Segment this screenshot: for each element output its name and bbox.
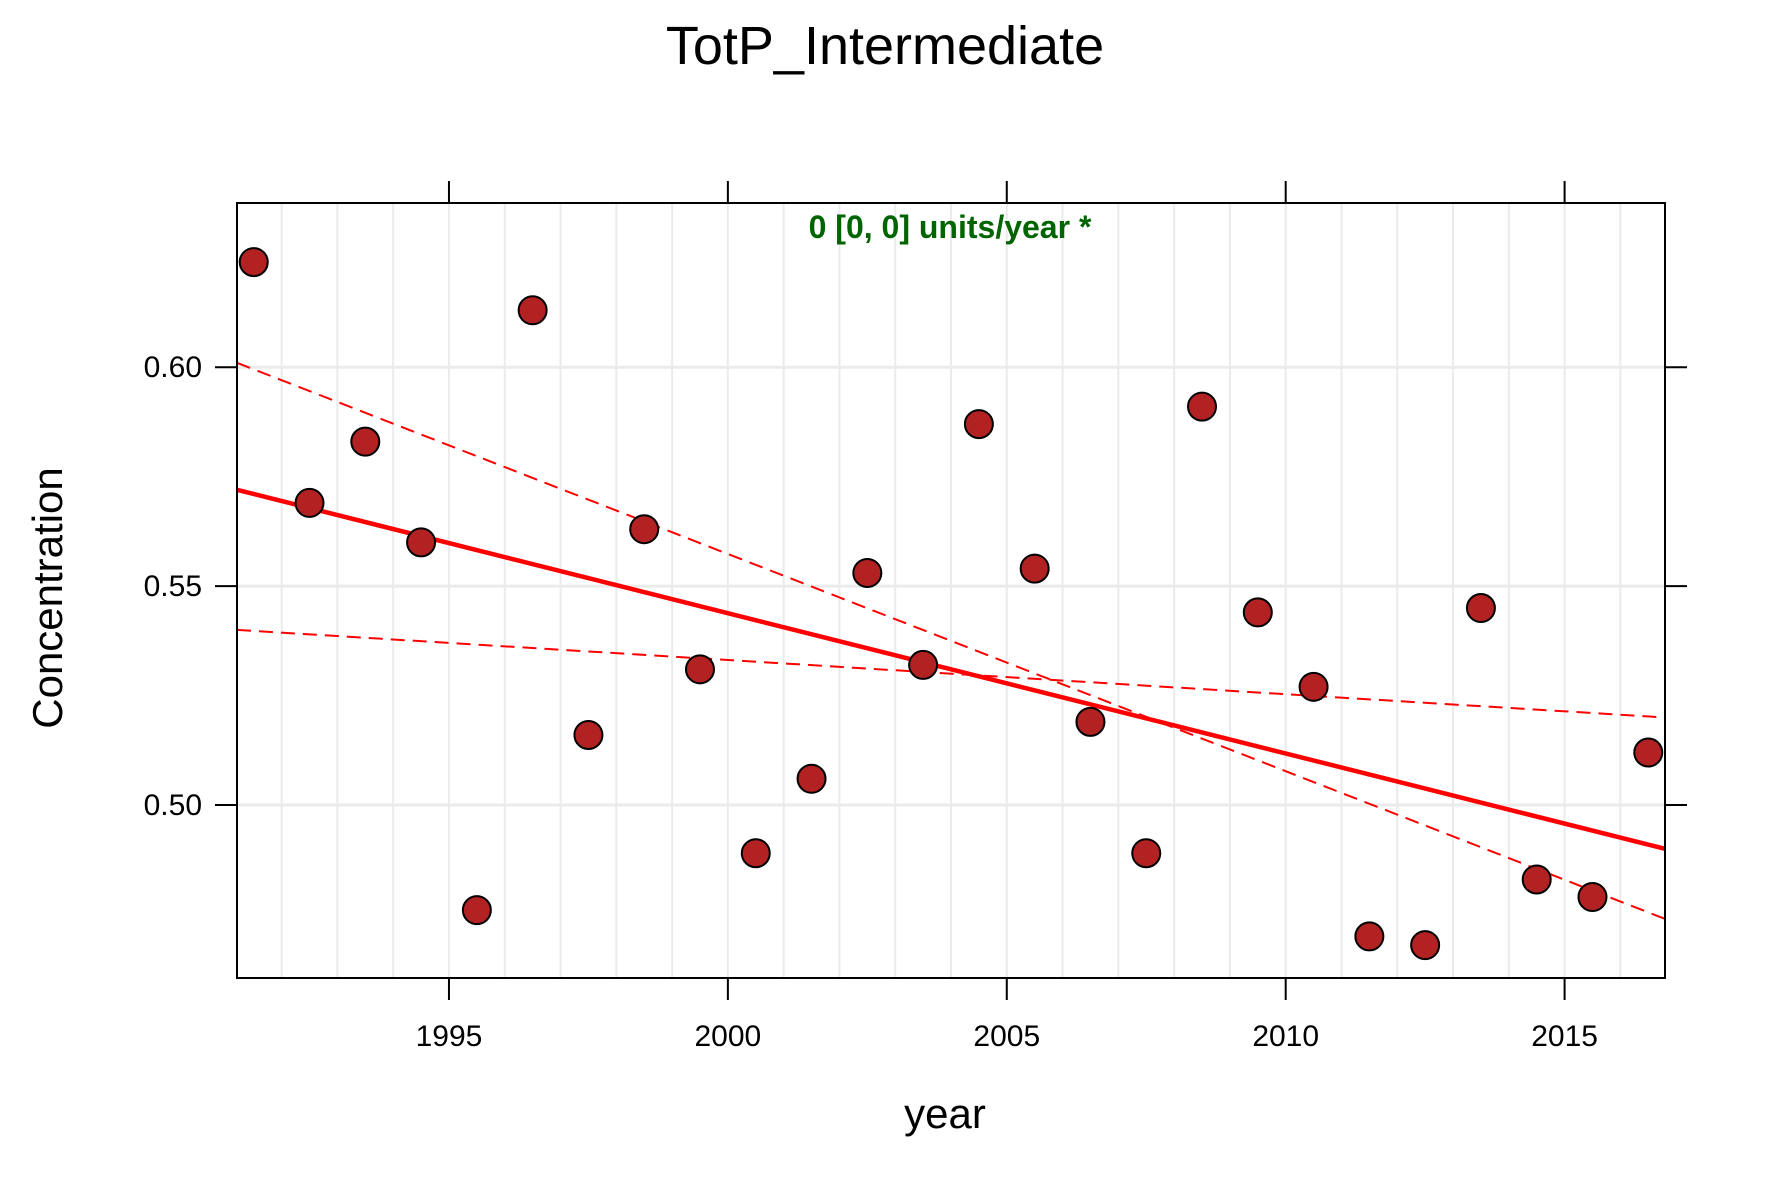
x-tick-label: 2000 bbox=[695, 1020, 762, 1053]
plot-frame bbox=[236, 202, 1666, 979]
data-points bbox=[238, 247, 1664, 961]
trend-line bbox=[236, 487, 1666, 852]
x-axis-title: year bbox=[904, 1090, 986, 1137]
data-point bbox=[406, 527, 437, 558]
data-point bbox=[1521, 864, 1552, 895]
y-tick-label: 0.60 bbox=[144, 351, 202, 384]
y-tick-label: 0.50 bbox=[144, 789, 202, 822]
grid bbox=[237, 203, 1665, 978]
data-point bbox=[1131, 838, 1162, 869]
y-tick-label: 0.55 bbox=[144, 570, 202, 603]
data-point bbox=[1465, 593, 1496, 624]
data-point bbox=[1075, 706, 1106, 737]
data-point bbox=[294, 487, 325, 518]
data-point bbox=[629, 514, 660, 545]
confidence-lines bbox=[236, 361, 1666, 920]
trend-line-group bbox=[236, 487, 1666, 852]
chart-title: TotP_Intermediate bbox=[666, 16, 1104, 76]
data-point bbox=[1633, 737, 1664, 768]
data-point bbox=[963, 409, 994, 440]
tick-labels: 1995 2000 2005 2010 2015 0.50 0.55 0.60 bbox=[144, 351, 1598, 1053]
data-point bbox=[684, 654, 715, 685]
data-point bbox=[1410, 930, 1441, 961]
y-axis-title: Concentration bbox=[24, 467, 71, 729]
x-tick-label: 2010 bbox=[1252, 1020, 1319, 1053]
x-tick-label: 2005 bbox=[973, 1020, 1040, 1053]
data-point bbox=[740, 838, 771, 869]
data-point bbox=[1187, 391, 1218, 422]
confidence-line bbox=[236, 361, 1666, 920]
data-point bbox=[1298, 671, 1329, 702]
trend-annotation: 0 [0, 0] units/year * bbox=[809, 209, 1092, 245]
x-tick-label: 1995 bbox=[416, 1020, 483, 1053]
data-point bbox=[350, 426, 381, 457]
data-point bbox=[517, 295, 548, 326]
data-point bbox=[1242, 597, 1273, 628]
x-tick-label: 2015 bbox=[1531, 1020, 1598, 1053]
data-point bbox=[573, 719, 604, 750]
confidence-line bbox=[236, 628, 1666, 719]
data-point bbox=[796, 763, 827, 794]
data-point bbox=[1019, 553, 1050, 584]
data-point bbox=[238, 247, 269, 278]
data-point bbox=[461, 895, 492, 926]
data-point bbox=[1577, 881, 1608, 912]
axis-ticks bbox=[215, 181, 1687, 1000]
data-point bbox=[1354, 921, 1385, 952]
data-point bbox=[908, 649, 939, 680]
data-point bbox=[852, 557, 883, 588]
